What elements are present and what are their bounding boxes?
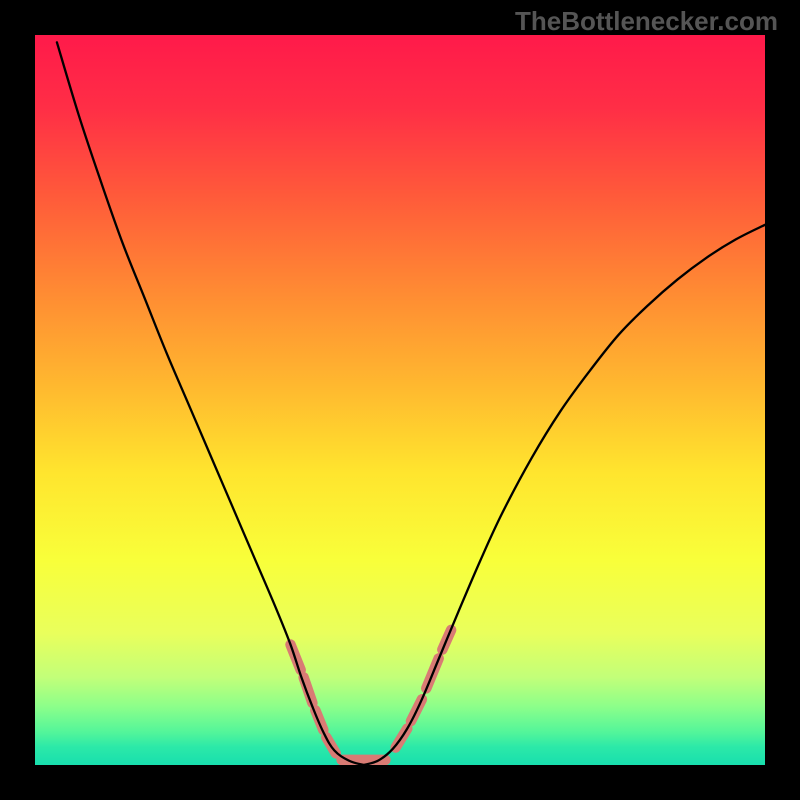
plot-area — [35, 35, 765, 765]
curve-layer — [35, 35, 765, 765]
watermark-text: TheBottlenecker.com — [515, 6, 778, 37]
chart-root: TheBottlenecker.com — [0, 0, 800, 800]
bottleneck-curve-left — [57, 42, 364, 765]
